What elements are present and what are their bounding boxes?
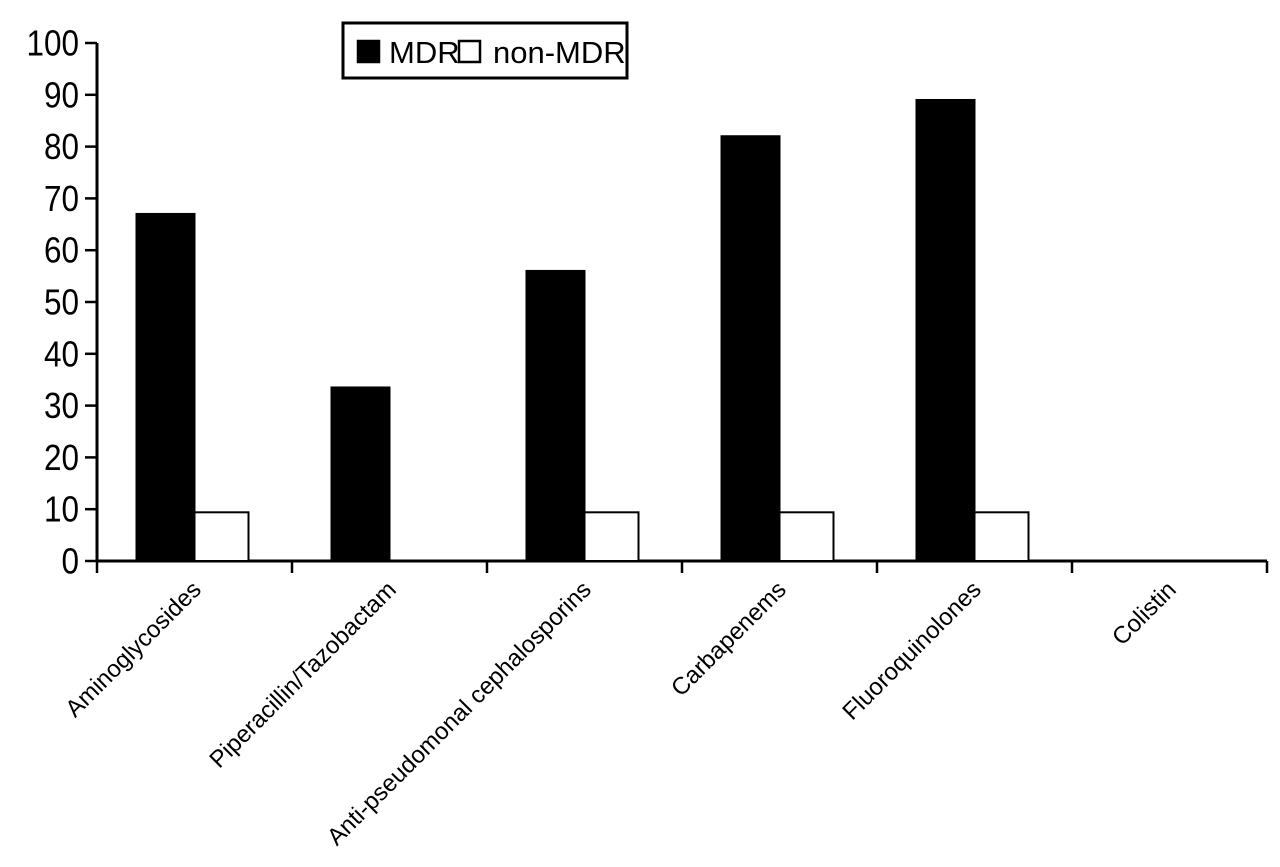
legend-swatch-non-mdr — [457, 39, 482, 64]
bar-mdr-2 — [330, 386, 391, 562]
y-tick-label: 90 — [44, 74, 79, 115]
y-tick-label: 60 — [44, 230, 79, 271]
y-tick-label: 80 — [44, 126, 79, 167]
y-tick-label: 50 — [44, 282, 79, 323]
legend-swatch-mdr — [356, 39, 381, 64]
bar-mdr-1 — [135, 212, 196, 562]
bar-non-mdr-3 — [583, 511, 640, 562]
bar-non-mdr-1 — [193, 511, 250, 562]
y-tick-label: 20 — [44, 437, 79, 478]
bar-mdr-4 — [720, 135, 781, 563]
bar-mdr-3 — [525, 269, 586, 562]
y-tick-label: 70 — [44, 178, 79, 219]
legend-label-mdr: MDR — [389, 35, 460, 70]
y-tick-label: 30 — [44, 385, 79, 426]
legend-box — [341, 21, 629, 80]
legend-label-non-mdr: non-MDR — [493, 35, 626, 70]
bar-non-mdr-5 — [973, 511, 1030, 562]
y-tick-label: 10 — [44, 489, 79, 530]
y-tick-label: 40 — [44, 333, 79, 374]
y-tick-label: 0 — [62, 541, 80, 582]
bar-mdr-5 — [915, 98, 976, 562]
bar-non-mdr-4 — [778, 511, 835, 562]
y-tick-label: 100 — [27, 23, 80, 64]
